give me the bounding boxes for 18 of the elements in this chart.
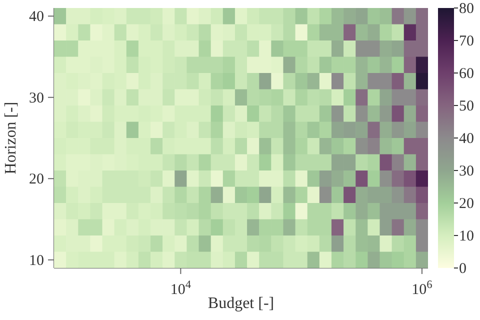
color-scale: 0 10 20 30 40 50 60 70 80	[438, 0, 478, 314]
color-bar-label: 60	[459, 66, 474, 82]
color-bar-label: 20	[459, 196, 474, 212]
x-tick-label: 10$^{6}$	[412, 279, 433, 298]
y-tick-label: 20	[29, 172, 44, 188]
y-axis-title: Horizon [-]	[2, 102, 20, 174]
color-bar-label: 10	[459, 228, 474, 244]
color-bar-label: 70	[459, 34, 474, 50]
y-tick-label: 30	[29, 90, 44, 106]
x-axis-title: Budget [-]	[208, 295, 274, 312]
y-tick-label: 10	[29, 252, 44, 269]
x-tick-label: 10$^{4}$	[170, 279, 192, 298]
color-bar-label: 80	[459, 1, 474, 17]
color-bar-label: 50	[459, 98, 474, 114]
color-bar-label: 40	[459, 131, 474, 147]
color-bar-label: 0	[459, 261, 466, 277]
color-bar-label: 30	[459, 164, 474, 180]
y-tick-label: 40	[29, 9, 44, 26]
